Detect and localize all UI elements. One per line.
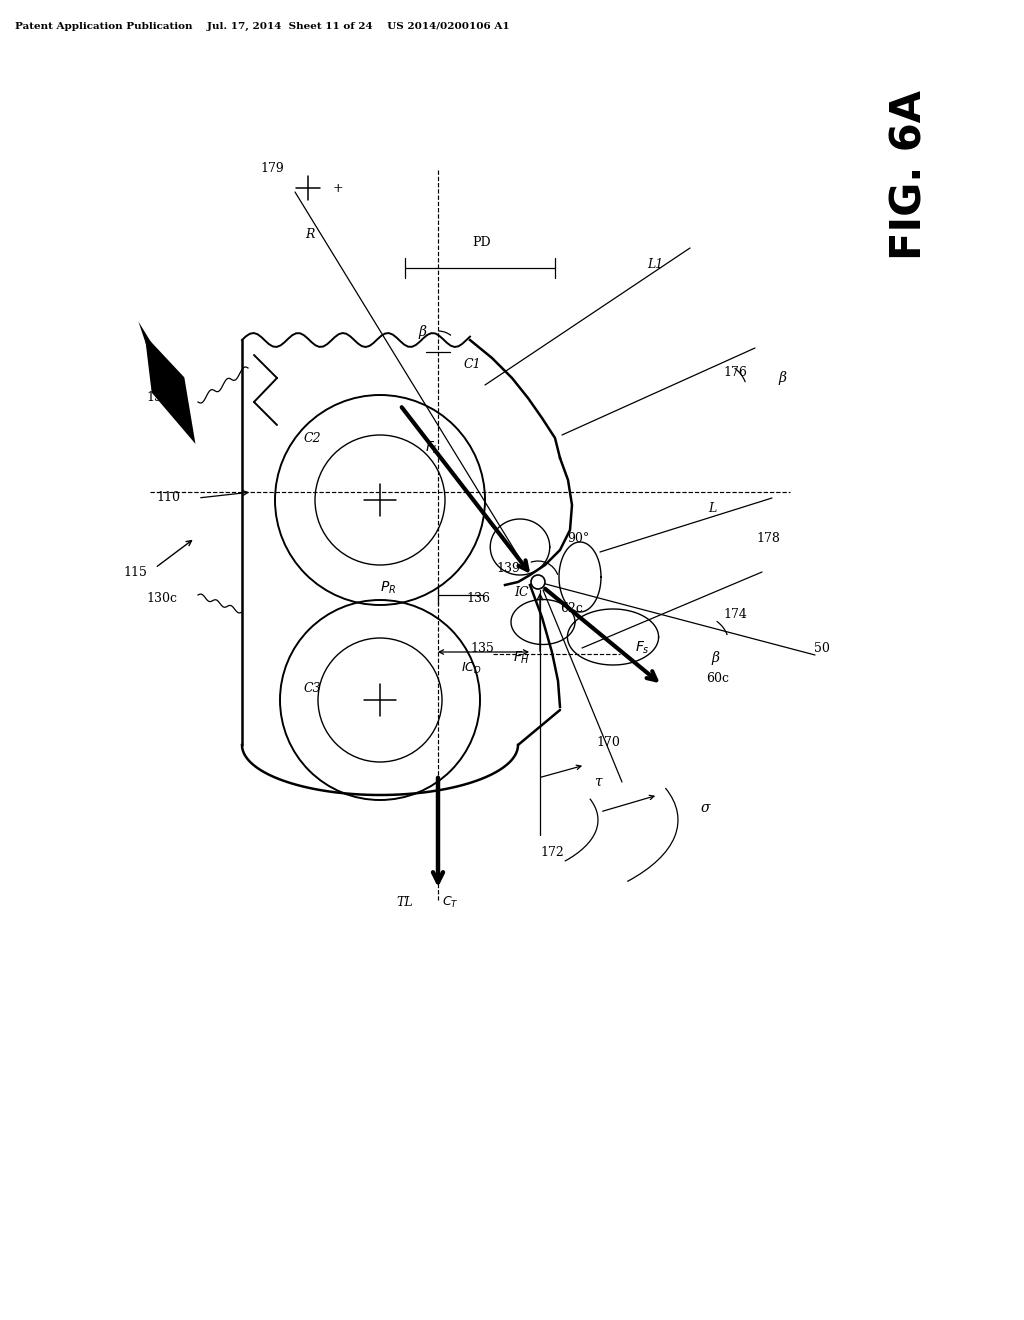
Text: 90°: 90° [567,532,589,544]
Text: Patent Application Publication    Jul. 17, 2014  Sheet 11 of 24    US 2014/02001: Patent Application Publication Jul. 17, … [15,22,510,30]
Text: $F_s$: $F_s$ [635,640,649,656]
Text: 60c: 60c [707,672,729,685]
Polygon shape [144,335,196,444]
Text: $IC_D$: $IC_D$ [461,660,482,676]
Text: IC: IC [515,586,529,598]
Text: 115: 115 [123,565,146,578]
Polygon shape [138,322,175,388]
Text: +: + [333,181,343,194]
Text: 172: 172 [540,846,564,858]
Text: $P_R$: $P_R$ [380,579,396,597]
Text: 136: 136 [466,591,490,605]
Text: 130c: 130c [146,591,177,605]
Text: C3: C3 [303,681,321,694]
Text: 110: 110 [156,491,180,504]
Text: C2: C2 [303,432,321,445]
Text: 135: 135 [470,642,494,655]
Text: C1: C1 [463,359,481,371]
Text: $C_T$: $C_T$ [442,895,459,909]
Text: β: β [418,325,426,339]
Text: R: R [305,228,314,242]
Text: PD: PD [473,235,492,248]
Text: $F_H$: $F_H$ [513,649,530,667]
Text: 176: 176 [723,366,746,379]
Text: 170: 170 [596,735,620,748]
Text: TL: TL [396,895,414,908]
Text: σ: σ [700,801,710,814]
Text: $F_L$: $F_L$ [425,440,439,457]
Text: 62c: 62c [560,602,584,615]
Text: 174: 174 [723,609,746,622]
Text: 179: 179 [260,161,284,174]
Text: FIG. 6A: FIG. 6A [889,90,931,260]
Circle shape [531,576,545,589]
Text: β: β [711,651,719,665]
Text: L: L [708,502,716,515]
Text: L1: L1 [647,259,664,272]
Text: 139: 139 [496,561,520,574]
Text: 130b: 130b [146,392,178,404]
Text: τ: τ [594,775,602,789]
Text: 178: 178 [756,532,780,544]
Text: 50: 50 [814,642,829,655]
Text: β: β [778,371,786,385]
